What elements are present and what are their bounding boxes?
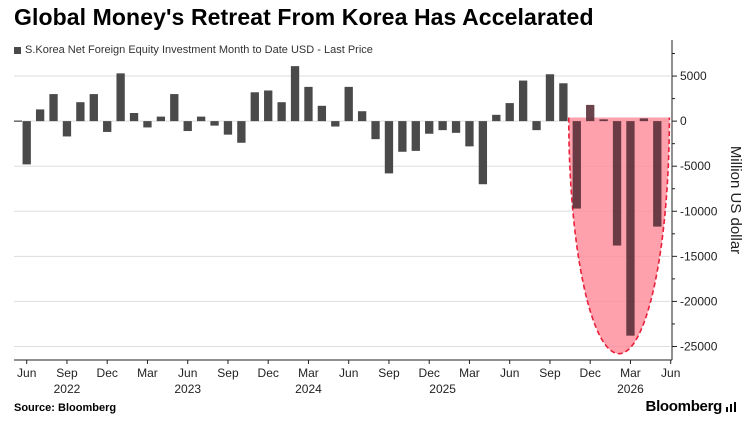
x-tick-label: Sep — [539, 366, 561, 380]
bar-2025-03 — [465, 121, 474, 147]
y-tick-label: 0 — [680, 114, 687, 128]
x-tick-label: Jun — [339, 366, 358, 380]
bar-2025-09 — [545, 74, 555, 122]
x-tick-label: Dec — [419, 366, 440, 380]
bar-2023-01 — [116, 73, 125, 122]
x-year-label: 2022 — [54, 382, 81, 396]
y-tick-label: -5000 — [680, 159, 711, 173]
bar-2022-10 — [76, 102, 85, 122]
x-tick-label: Sep — [378, 366, 400, 380]
bar-2024-07 — [357, 111, 367, 122]
bar-2025-01 — [438, 121, 447, 131]
bar-2025-12 — [586, 104, 595, 122]
y-tick-label: 5000 — [680, 69, 707, 83]
x-year-label: 2023 — [174, 382, 201, 396]
bar-2024-02 — [290, 66, 300, 122]
bar-2023-06 — [183, 121, 192, 132]
bloomberg-logo: Bloomberg — [645, 398, 723, 415]
legend-swatch — [14, 46, 21, 54]
x-tick-label: Jun — [178, 366, 197, 380]
source-note: Source: Bloomberg — [14, 402, 117, 414]
bar-2024-11 — [411, 121, 420, 151]
y-tick-label: -20000 — [680, 294, 718, 308]
bar-2024-10 — [398, 121, 407, 152]
x-tick-label: Sep — [56, 366, 78, 380]
bar-2023-02 — [129, 113, 139, 122]
bar-2024-06 — [344, 86, 353, 122]
bar-2025-10 — [559, 83, 568, 122]
x-tick-label: Mar — [620, 366, 641, 380]
bar-2022-08 — [49, 94, 58, 122]
bar-2025-04 — [478, 121, 488, 185]
bar-2023-10 — [237, 121, 246, 143]
y-axis-label: Million US dollar — [727, 146, 744, 254]
bar-2026-02 — [612, 121, 622, 246]
bar-2023-03 — [143, 121, 152, 128]
bar-2022-06 — [22, 121, 31, 165]
bar-2023-04 — [156, 116, 166, 122]
bloomberg-mark-icon — [726, 402, 736, 412]
bar-2023-08 — [210, 121, 219, 126]
highlight-outline — [567, 117, 671, 355]
x-tick-label: Mar — [137, 366, 158, 380]
y-tick-label: -10000 — [680, 204, 718, 218]
bar-2023-07 — [196, 116, 206, 122]
bar-2024-08 — [371, 121, 380, 140]
bar-2024-05 — [331, 121, 340, 127]
bar-2022-12 — [103, 121, 112, 132]
bar-2024-01 — [277, 102, 286, 122]
bar-2024-12 — [425, 121, 434, 134]
x-tick-label: Jun — [500, 366, 519, 380]
x-year-label: 2024 — [295, 382, 322, 396]
chart-title: Global Money's Retreat From Korea Has Ac… — [14, 4, 594, 30]
x-tick-label: Jun — [17, 366, 36, 380]
bar-2025-05 — [492, 114, 501, 122]
bar-2025-08 — [532, 121, 541, 131]
bar-2025-06 — [505, 103, 514, 122]
bar-2022-09 — [62, 121, 72, 137]
bar-2024-03 — [304, 86, 313, 122]
x-year-label: 2025 — [429, 382, 456, 396]
bar-2022-07 — [35, 109, 45, 122]
bar-2026-04 — [639, 118, 649, 122]
legend: S.Korea Net Foreign Equity Investment Mo… — [14, 44, 373, 56]
bar-2025-11 — [572, 121, 581, 209]
bar-2024-09 — [384, 121, 394, 174]
x-tick-label: Dec — [580, 366, 601, 380]
bar-2024-04 — [317, 105, 327, 122]
x-year-label: 2026 — [617, 382, 644, 396]
bar-2023-09 — [223, 121, 233, 135]
bar-2023-05 — [170, 94, 179, 122]
x-tick-label: Mar — [298, 366, 319, 380]
x-tick-label: Dec — [97, 366, 118, 380]
bar-2025-07 — [518, 80, 528, 122]
x-tick-label: Jun — [661, 366, 680, 380]
bar-2023-12 — [264, 90, 273, 122]
bar-2023-11 — [250, 92, 259, 122]
x-tick-label: Mar — [459, 366, 480, 380]
bar-2022-11 — [89, 94, 98, 122]
legend-label: S.Korea Net Foreign Equity Investment Mo… — [25, 44, 373, 56]
bar-2026-01 — [599, 119, 608, 122]
x-tick-label: Dec — [258, 366, 279, 380]
bar-2026-05 — [653, 121, 662, 227]
x-tick-label: Sep — [217, 366, 239, 380]
bar-2026-03 — [626, 121, 635, 336]
y-tick-label: -15000 — [680, 249, 718, 263]
bar-2025-02 — [451, 121, 461, 133]
y-tick-label: -25000 — [680, 339, 718, 353]
